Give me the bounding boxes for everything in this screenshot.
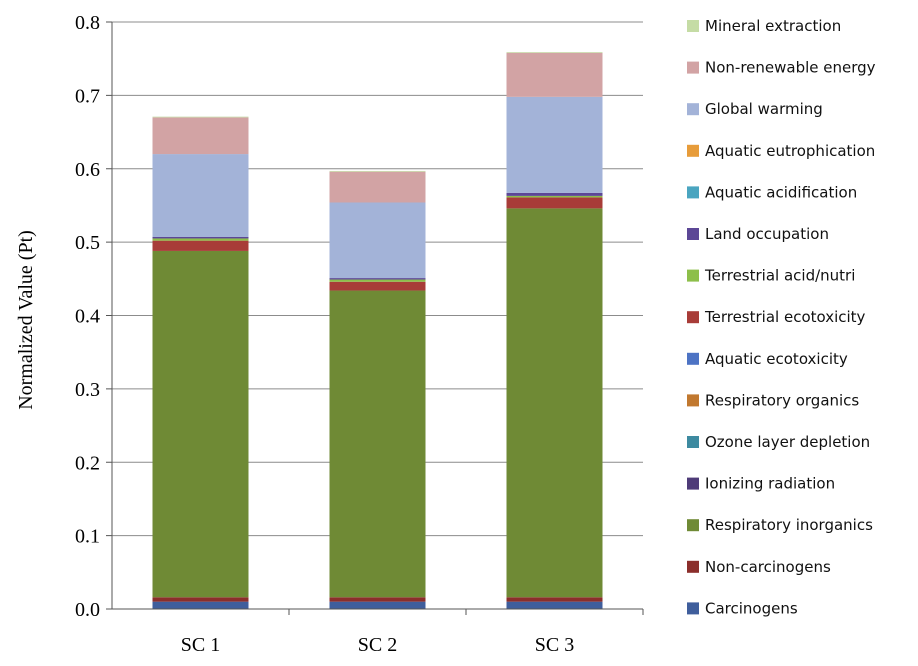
bar-segment-terrestrial-ecotoxicity xyxy=(152,240,249,251)
legend-item: Aquatic acidification xyxy=(687,183,857,201)
legend-item: Aquatic eutrophication xyxy=(687,142,875,160)
bar-segment-carcinogens xyxy=(506,601,603,609)
legend-label: Non-renewable energy xyxy=(705,59,876,77)
legend-swatch xyxy=(687,61,699,74)
x-tick-label: SC 2 xyxy=(358,634,397,656)
legend-item: Terrestrial ecotoxicity xyxy=(687,308,866,326)
bar-segment-non-renewable-energy xyxy=(329,171,426,203)
x-tick-labels: SC 1 SC 2 SC 3 xyxy=(181,634,574,656)
y-tick-label: 0.1 xyxy=(75,526,100,548)
legend-item: Non-carcinogens xyxy=(687,558,831,576)
legend-label: Land occupation xyxy=(705,225,829,243)
bar-segment-terrestrial-acid-nutri xyxy=(152,238,249,241)
bar-segment-carcinogens xyxy=(329,601,426,609)
legend-swatch xyxy=(687,519,699,532)
legend-item: Ozone layer depletion xyxy=(687,433,870,451)
bar-segment-respiratory-inorganics xyxy=(152,250,249,598)
x-tick-label: SC 3 xyxy=(535,634,574,656)
bar-segment-terrestrial-ecotoxicity xyxy=(506,197,603,209)
y-tick-label: 0.8 xyxy=(75,12,100,34)
legend-swatch xyxy=(687,103,699,116)
bar-segment-mineral-extraction xyxy=(152,116,249,118)
legend-item: Non-renewable energy xyxy=(687,59,876,77)
legend-item: Respiratory inorganics xyxy=(687,516,873,534)
legend-swatch xyxy=(687,20,699,32)
legend-item: Terrestrial acid/nutri xyxy=(687,267,855,285)
legend-swatch xyxy=(687,477,699,490)
legend-label: Non-carcinogens xyxy=(705,558,831,576)
y-tick-label: 0.0 xyxy=(75,599,100,621)
x-tick-label: SC 1 xyxy=(181,634,220,656)
bar-stacks xyxy=(152,52,603,609)
bar-stack-sc-3 xyxy=(506,52,603,609)
legend-swatch xyxy=(687,186,699,199)
bar-segment-global-warming xyxy=(152,154,249,237)
legend-swatch xyxy=(687,144,699,157)
legend-label: Terrestrial ecotoxicity xyxy=(704,308,866,326)
legend-item: Respiratory organics xyxy=(687,391,859,409)
y-tick-label: 0.6 xyxy=(75,159,100,181)
bar-segment-non-carcinogens xyxy=(329,597,426,602)
bar-segment-terrestrial-ecotoxicity xyxy=(329,281,426,291)
legend: Mineral extraction Non-renewable energy Gl… xyxy=(687,17,876,617)
legend-item: Ionizing radiation xyxy=(687,475,835,493)
y-tick-label: 0.7 xyxy=(75,85,100,107)
legend-item: Mineral extraction xyxy=(687,17,841,35)
legend-label: Mineral extraction xyxy=(705,17,841,35)
legend-label: Ozone layer depletion xyxy=(705,433,870,451)
bar-segment-land-occupation xyxy=(506,192,603,196)
legend-item: Land occupation xyxy=(687,225,829,243)
legend-swatch xyxy=(687,269,699,282)
legend-label: Aquatic eutrophication xyxy=(705,142,875,160)
legend-swatch xyxy=(687,228,699,240)
y-tick-label: 0.3 xyxy=(75,379,100,401)
legend-swatch xyxy=(687,602,699,615)
y-tick-label: 0.5 xyxy=(75,232,100,254)
legend-swatch xyxy=(687,394,699,407)
bar-segment-carcinogens xyxy=(152,601,249,609)
legend-swatch xyxy=(687,352,699,365)
legend-label: Respiratory inorganics xyxy=(705,516,873,534)
bar-segment-land-occupation xyxy=(152,236,249,239)
bar-segment-respiratory-inorganics xyxy=(329,290,426,598)
y-tick-label: 0.4 xyxy=(75,306,100,328)
legend-label: Aquatic ecotoxicity xyxy=(705,350,848,368)
y-tick-label: 0.2 xyxy=(75,452,100,474)
axes xyxy=(111,22,644,615)
legend-swatch xyxy=(687,311,699,324)
bar-segment-land-occupation xyxy=(329,278,426,280)
bar-segment-terrestrial-acid-nutri xyxy=(506,195,603,198)
bar-segment-global-warming xyxy=(329,202,426,279)
y-tick-labels: 0.0 0.1 0.2 0.3 0.4 0.5 0.6 0.7 0.8 xyxy=(75,12,100,621)
legend-swatch xyxy=(687,436,699,448)
legend-label: Carcinogens xyxy=(705,599,798,617)
bar-segment-non-renewable-energy xyxy=(152,117,249,155)
bar-segment-terrestrial-acid-nutri xyxy=(329,279,426,282)
bar-segment-non-carcinogens xyxy=(152,597,249,602)
legend-label: Terrestrial acid/nutri xyxy=(704,267,855,285)
legend-item: Carcinogens xyxy=(687,599,798,617)
legend-swatch xyxy=(687,560,699,573)
legend-label: Ionizing radiation xyxy=(705,475,835,493)
bar-segment-mineral-extraction xyxy=(329,170,426,172)
bar-segment-mineral-extraction xyxy=(506,52,603,53)
bar-segment-non-renewable-energy xyxy=(506,52,603,97)
legend-label: Aquatic acidification xyxy=(705,183,857,201)
bar-stack-sc-2 xyxy=(329,170,426,609)
legend-label: Global warming xyxy=(705,100,823,118)
bar-segment-respiratory-inorganics xyxy=(506,208,603,598)
legend-label: Respiratory organics xyxy=(705,391,859,409)
legend-item: Global warming xyxy=(687,100,823,118)
legend-item: Aquatic ecotoxicity xyxy=(687,350,848,368)
bar-segment-non-carcinogens xyxy=(506,597,603,602)
bar-segment-global-warming xyxy=(506,96,603,193)
bar-stack-sc-1 xyxy=(152,116,249,609)
y-axis-label: Normalized Value (Pt) xyxy=(15,230,37,410)
